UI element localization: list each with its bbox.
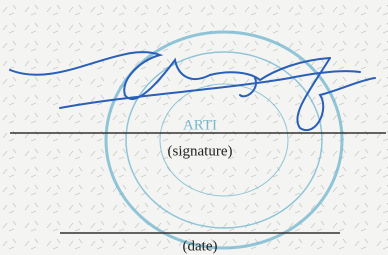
date-label: (date) (183, 238, 218, 254)
signature-block: ARTI (signature) (date) (0, 0, 388, 255)
signature-label: (signature) (168, 143, 233, 159)
stamp-text: ARTI (183, 117, 217, 133)
page: ARTI (signature) (date) (() => { const d… (0, 0, 388, 255)
